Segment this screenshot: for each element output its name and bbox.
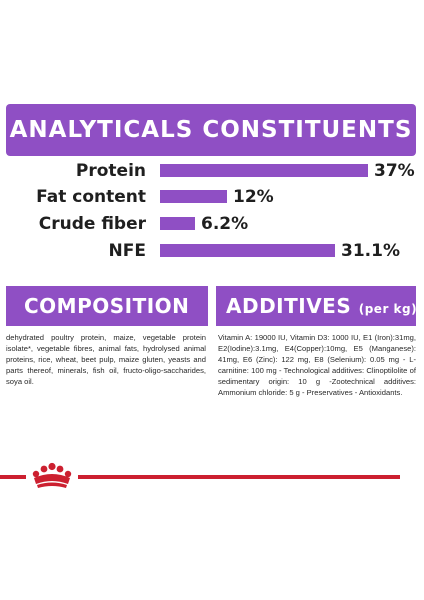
nutrient-label: Fat content (36, 187, 146, 207)
nutrient-label: Protein (75, 161, 146, 181)
nutrient-bar (160, 164, 368, 177)
nutrient-value: 31.1% (341, 241, 400, 261)
additives-title: ADDITIVES (226, 294, 352, 318)
analytical-constituents-header: ANALYTICALS CONSTITUENTS (6, 104, 416, 156)
nutrient-bar (160, 190, 227, 203)
nutrient-row-protein: Protein 37% (0, 158, 424, 184)
footer-divider-right (78, 475, 400, 479)
footer-divider-left (0, 475, 26, 479)
composition-header: COMPOSITION (6, 286, 208, 326)
additives-text: Vitamin A: 19000 IU, Vitamin D3: 1000 IU… (218, 333, 416, 397)
nutrient-bar (160, 244, 335, 257)
nutrient-value: 37% (374, 161, 415, 181)
nutrient-row-nfe: NFE 31.1% (0, 238, 424, 264)
nutrient-value: 12% (233, 187, 274, 207)
nutrient-row-fiber: Crude fiber 6.2% (0, 211, 424, 237)
nutrient-row-fat: Fat content 12% (0, 184, 424, 210)
nutrient-label: Crude fiber (38, 214, 146, 234)
composition-title: COMPOSITION (24, 294, 190, 318)
additives-header: ADDITIVES (per kg) (216, 286, 418, 326)
additives-unit: (per kg) (358, 302, 418, 316)
nutrient-bar (160, 217, 195, 230)
composition-text: dehydrated poultry protein, maize, veget… (6, 333, 206, 386)
nutrient-value: 6.2% (201, 214, 249, 234)
nutrient-label: NFE (108, 241, 146, 261)
crown-icon (32, 462, 72, 488)
